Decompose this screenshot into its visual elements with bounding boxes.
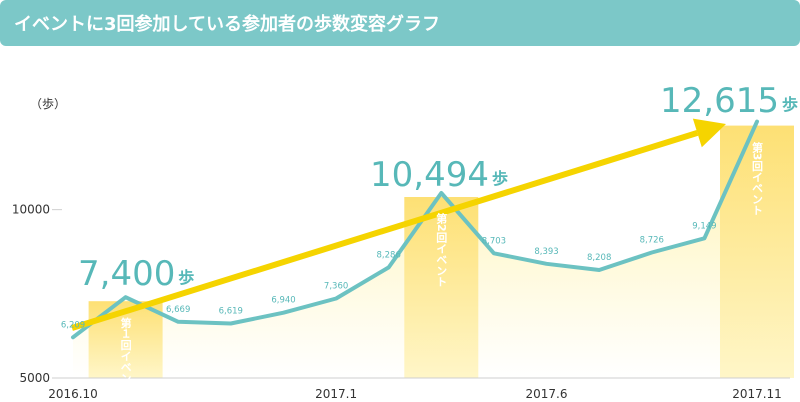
data-label: 6,940 (271, 296, 295, 306)
data-label: 6,619 (219, 307, 243, 317)
highlight-label-layer: 7,400 歩10,494 歩12,615 歩 (78, 81, 798, 294)
series-line (71, 119, 759, 340)
highlight-unit-1: 歩 (178, 268, 194, 287)
x-tick-label: 2017.6 (526, 387, 568, 401)
data-label: 6,669 (166, 305, 190, 315)
data-label: 8,393 (534, 247, 558, 257)
y-tick-label: 10000 (12, 203, 50, 217)
highlight-unit-3: 歩 (782, 95, 798, 114)
chart-title: イベントに3回参加している参加者の歩数変容グラフ (14, 13, 440, 35)
axis-layer: 5000 10000 2016.10 2017.1 2017.6 2017.11 (12, 203, 790, 401)
data-label: 9,149 (692, 221, 716, 231)
highlight-unit-2: 歩 (492, 169, 508, 188)
y-tick-label: 5000 (19, 371, 50, 385)
trend-arrow-head (692, 118, 726, 148)
y-axis-label: （歩） (30, 96, 66, 111)
series-line-layer (71, 119, 759, 340)
data-label: 7,360 (324, 282, 348, 292)
data-label: 8,703 (482, 236, 506, 246)
data-label: 8,726 (640, 236, 664, 246)
event-label-1: 第１回イベント (119, 316, 132, 394)
event-label-3: 第3回イベント (751, 140, 764, 215)
highlight-number-1: 7,400 (78, 254, 175, 294)
event-label-layer: 第１回イベント 第2回イベント 第3回イベント (119, 140, 763, 394)
event-bar-3 (720, 125, 794, 378)
x-tick-label: 2016.10 (48, 387, 98, 401)
event-label-2: 第2回イベント (435, 212, 448, 287)
trend-arrow-shaft (71, 130, 699, 331)
trend-arrow-layer (71, 118, 726, 331)
highlight-number-3: 12,615 (660, 81, 779, 121)
data-label: 8,208 (587, 253, 611, 263)
title-banner (0, 0, 800, 46)
data-label: 8,286 (377, 250, 401, 260)
data-label: 6,209 (61, 320, 85, 330)
x-tick-label: 2017.11 (732, 387, 782, 401)
data-label-layer: 6,209 6,669 6,619 6,940 7,360 8,286 8,703 8,393… (61, 221, 717, 330)
x-tick-label: 2017.1 (315, 387, 357, 401)
highlight-number-2: 10,494 (370, 155, 489, 195)
